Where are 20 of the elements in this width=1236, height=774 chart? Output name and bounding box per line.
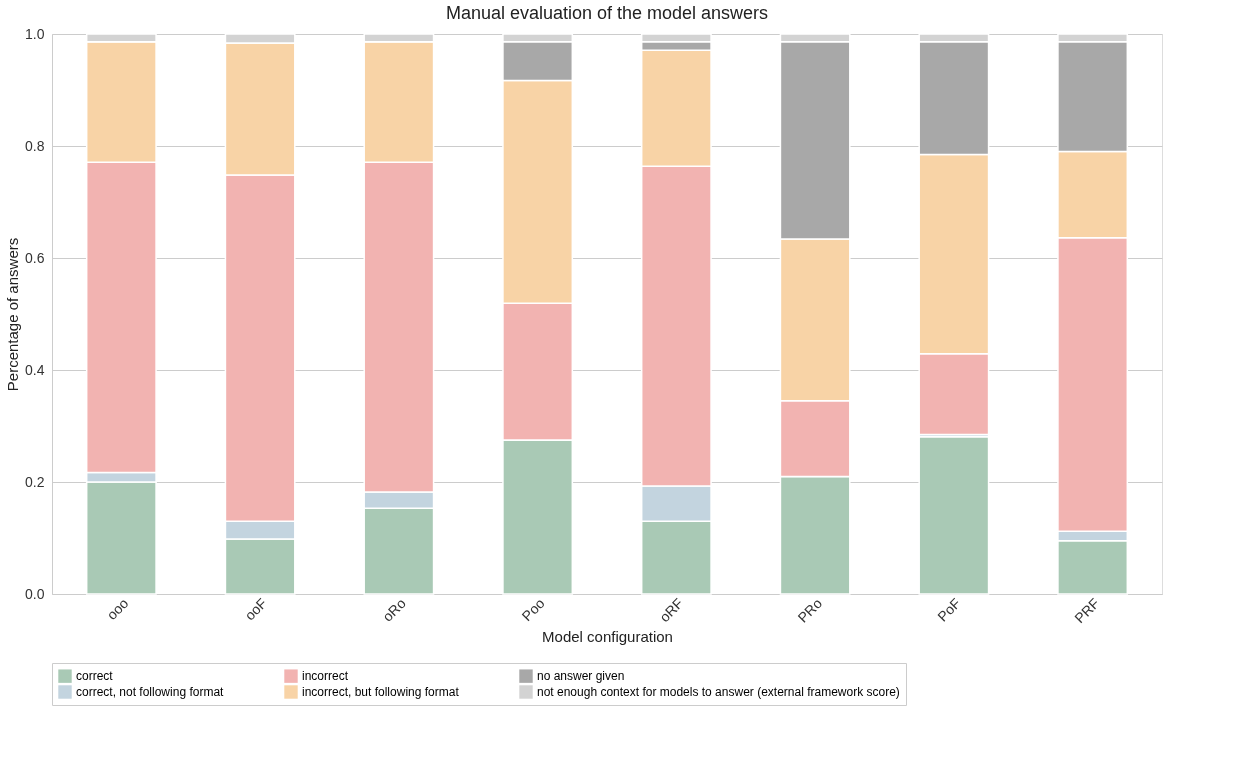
y-tick-label: 0.6 (25, 249, 45, 266)
x-tick-label: ooF (241, 595, 271, 624)
x-tick-label: Poo (518, 594, 548, 625)
legend-label: incorrect (302, 669, 349, 684)
chart-title: Manual evaluation of the model answers (445, 3, 769, 23)
legend-label: no answer given (537, 669, 625, 684)
x-tick-label: ooo (103, 594, 132, 623)
y-tick-label: 0.8 (25, 137, 45, 154)
y-tick-label: 0.4 (25, 361, 45, 378)
x-tick-label: oRo (379, 594, 409, 625)
y-tick-label: 0.2 (25, 473, 45, 490)
y-tick-label: 1.0 (25, 25, 45, 42)
x-tick-label: PRo (794, 594, 826, 626)
legend-label: incorrect, but following format (302, 685, 460, 699)
y-axis-title: Percentage of answers (4, 237, 22, 392)
y-tick-label: 0.0 (25, 585, 45, 602)
legend-label: correct, not following format (76, 685, 225, 699)
legend-label: correct (76, 669, 114, 684)
x-axis-title: Model configuration (542, 628, 673, 646)
legend-label: not enough context for models to answer (external framework score) (537, 685, 900, 699)
